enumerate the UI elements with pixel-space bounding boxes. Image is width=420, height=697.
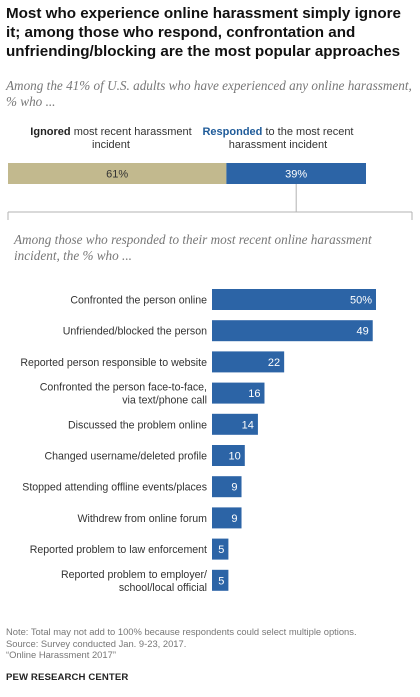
bracket-connector (7, 184, 413, 220)
split-bar-chart: 61% 39% (8, 163, 366, 184)
split-value-label: 39% (285, 169, 307, 181)
bar-value-label: 49 (356, 326, 368, 338)
response-bar (212, 507, 242, 529)
category-label: Reported person responsible to website (20, 357, 207, 369)
footer: Note: Total may not add to 100% because … (6, 626, 416, 661)
category-label: Unfriended/blocked the person (63, 326, 207, 338)
response-bar (212, 382, 265, 404)
category-label: Confronted the person face-to-face, (40, 382, 207, 394)
bar-value-label: 16 (248, 388, 260, 400)
category-label: Confronted the person online (70, 295, 207, 307)
response-bar (212, 289, 376, 310)
chart-title: Most who experience online harassment si… (6, 5, 401, 60)
responded-label-rest: to the most recent harassment incident (228, 126, 354, 151)
bar-value-label: 10 (229, 451, 241, 463)
ignored-label-rest: most recent harassment incident (70, 126, 192, 151)
category-label: Stopped attending offline events/places (22, 482, 207, 494)
response-bar (212, 445, 245, 466)
chart-subtitle: Among the 41% of U.S. adults who have ex… (6, 78, 412, 109)
bar-value-label: 9 (231, 513, 237, 525)
bracket-line (7, 184, 413, 220)
pew-logo-text: PEW RESEARCH CENTER (6, 672, 129, 683)
responders-subtitle: Among those who responded to their most … (14, 232, 372, 263)
response-bar (212, 476, 242, 498)
response-bar (212, 538, 229, 560)
bar-value-label: 50% (350, 295, 372, 307)
responded-label: Responded to the most recent harassment … (196, 126, 360, 152)
bar-value-label: 5 (218, 575, 224, 587)
split-bar-responded (226, 163, 366, 184)
footer-report: “Online Harassment 2017” (6, 649, 116, 661)
footer-source: Source: Survey conducted Jan. 9-23, 2017… (6, 637, 187, 649)
category-label: Reported problem to employer/ (61, 569, 207, 581)
bar-value-label: 9 (231, 482, 237, 494)
response-bar (212, 569, 229, 591)
split-bar-ignored (8, 163, 227, 184)
category-label: school/local official (119, 582, 207, 594)
category-label: via text/phone call (122, 395, 207, 407)
split-value-label: 61% (106, 169, 128, 181)
response-bar-chart: 50% Confronted the person online 49 Unfrien… (20, 289, 376, 594)
category-label: Withdrew from online forum (77, 513, 207, 525)
response-bar (212, 320, 373, 342)
category-label: Reported problem to law enforcement (30, 544, 207, 556)
bar-value-label: 22 (268, 357, 280, 369)
bar-value-label: 14 (242, 419, 254, 431)
category-label: Discussed the problem online (68, 419, 207, 431)
ignored-label-bold: Ignored (30, 126, 71, 138)
bar-value-label: 5 (218, 544, 224, 556)
category-label: Changed username/deleted profile (44, 451, 207, 463)
ignored-label: Ignored most recent harassment incident (30, 126, 192, 152)
responded-label-bold: Responded (202, 126, 263, 138)
response-bar (212, 413, 258, 435)
response-bar (212, 351, 285, 373)
footer-note: Note: Total may not add to 100% because … (6, 626, 357, 637)
